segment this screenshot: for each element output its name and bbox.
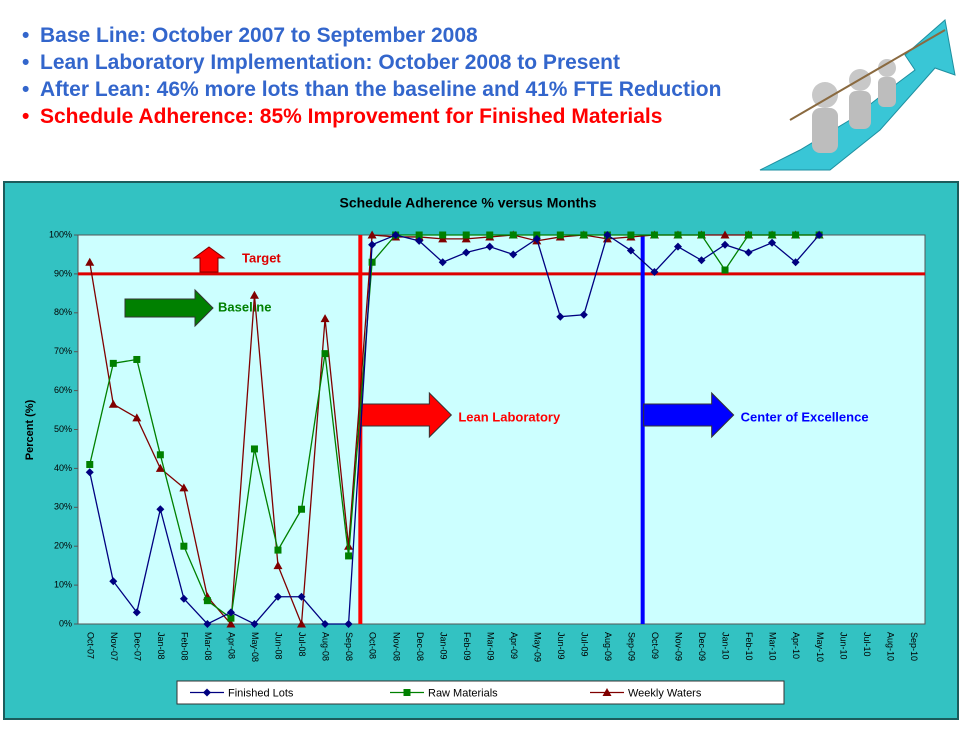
- x-tick-label: May-08: [250, 632, 260, 662]
- x-tick-label: Oct-07: [85, 632, 95, 659]
- x-tick-label: May-10: [815, 632, 825, 662]
- x-tick-label: Dec-07: [132, 632, 142, 661]
- legend-label: Raw Materials: [428, 687, 498, 699]
- marker: [133, 356, 140, 363]
- y-tick-label: 40%: [54, 463, 72, 473]
- y-tick-label: 10%: [54, 579, 72, 589]
- marker: [674, 232, 681, 239]
- x-tick-label: Jun-09: [556, 632, 566, 660]
- marker: [204, 597, 211, 604]
- phase-label: Center of Excellence: [741, 409, 869, 424]
- x-tick-label: Aug-09: [603, 632, 613, 661]
- marker: [86, 461, 93, 468]
- x-tick-label: Mar-10: [768, 632, 778, 661]
- marker: [345, 552, 352, 559]
- phase-label: Baseline: [218, 299, 271, 314]
- y-tick-label: 60%: [54, 385, 72, 395]
- y-tick-label: 100%: [49, 229, 72, 239]
- legend-label: Finished Lots: [228, 687, 294, 699]
- marker: [722, 267, 729, 274]
- x-tick-label: Dec-09: [697, 632, 707, 661]
- marker: [463, 232, 470, 239]
- x-tick-label: Apr-08: [227, 632, 237, 659]
- y-tick-label: 70%: [54, 346, 72, 356]
- x-tick-label: Jan-10: [721, 632, 731, 660]
- y-tick-label: 0%: [59, 618, 72, 628]
- marker: [580, 232, 587, 239]
- x-tick-label: Jan-09: [438, 632, 448, 660]
- x-tick-label: Apr-10: [791, 632, 801, 659]
- target-label: Target: [242, 250, 281, 265]
- x-tick-label: May-09: [532, 632, 542, 662]
- marker: [627, 232, 634, 239]
- marker: [486, 232, 493, 239]
- plot-area: [78, 235, 925, 624]
- x-tick-label: Oct-09: [650, 632, 660, 659]
- x-tick-label: Feb-08: [180, 632, 190, 661]
- marker: [439, 232, 446, 239]
- marker: [557, 232, 564, 239]
- x-tick-label: Nov-07: [109, 632, 119, 661]
- x-tick-label: Aug-08: [321, 632, 331, 661]
- y-tick-label: 30%: [54, 502, 72, 512]
- x-tick-label: Mar-08: [203, 632, 213, 661]
- marker: [510, 232, 517, 239]
- marker: [369, 259, 376, 266]
- x-tick-label: Jul-10: [862, 632, 872, 657]
- marker: [698, 232, 705, 239]
- marker: [180, 543, 187, 550]
- decor-figure: [878, 77, 896, 107]
- marker: [157, 451, 164, 458]
- x-tick-label: Jul-08: [297, 632, 307, 657]
- marker: [298, 506, 305, 513]
- x-tick-label: Jun-10: [838, 632, 848, 660]
- chart-title: Schedule Adherence % versus Months: [340, 195, 597, 211]
- decor-image: [760, 20, 955, 170]
- x-tick-label: Sep-09: [627, 632, 637, 661]
- x-tick-label: Jun-08: [274, 632, 284, 660]
- x-tick-label: Jul-09: [579, 632, 589, 657]
- decor-figure: [849, 91, 871, 129]
- x-tick-label: Nov-08: [391, 632, 401, 661]
- x-tick-label: Aug-10: [885, 632, 895, 661]
- marker: [769, 232, 776, 239]
- marker: [110, 360, 117, 367]
- x-tick-label: Sep-08: [344, 632, 354, 661]
- marker: [651, 232, 658, 239]
- x-tick-label: Dec-08: [415, 632, 425, 661]
- y-tick-label: 80%: [54, 307, 72, 317]
- legend-label: Weekly Waters: [628, 687, 702, 699]
- x-tick-label: Sep-10: [909, 632, 919, 661]
- y-tick-label: 20%: [54, 541, 72, 551]
- x-tick-label: Feb-09: [462, 632, 472, 661]
- phase-label: Lean Laboratory: [458, 409, 561, 424]
- x-tick-label: Mar-09: [485, 632, 495, 661]
- marker: [251, 445, 258, 452]
- x-tick-label: Feb-10: [744, 632, 754, 661]
- marker: [745, 232, 752, 239]
- slide: Base Line: October 2007 to September 200…: [0, 0, 965, 729]
- marker: [274, 547, 281, 554]
- slide-art: Schedule Adherence % versus Months Perce…: [0, 0, 965, 729]
- y-axis-label: Percent (%): [24, 399, 36, 460]
- y-tick-label: 90%: [54, 268, 72, 278]
- x-tick-label: Oct-08: [368, 632, 378, 659]
- decor-figure: [812, 108, 838, 153]
- marker: [792, 232, 799, 239]
- y-tick-label: 50%: [54, 424, 72, 434]
- marker: [322, 350, 329, 357]
- x-tick-label: Apr-09: [509, 632, 519, 659]
- x-tick-label: Nov-09: [674, 632, 684, 661]
- marker: [404, 689, 411, 696]
- x-tick-label: Jan-08: [156, 632, 166, 660]
